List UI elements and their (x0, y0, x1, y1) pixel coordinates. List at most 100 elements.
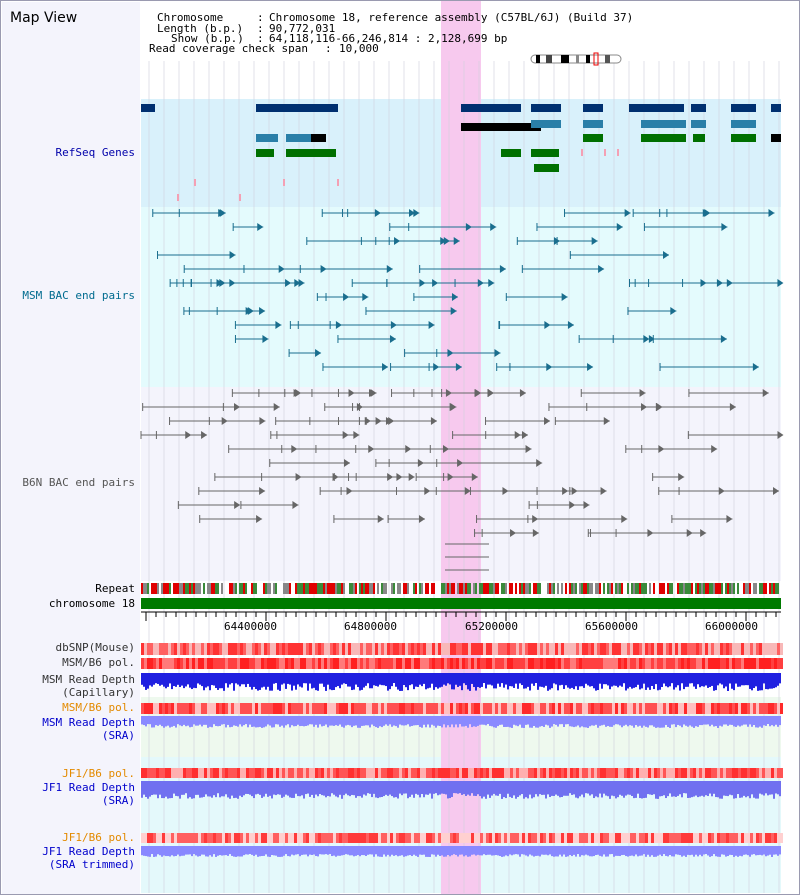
read-depth-bar (369, 781, 371, 794)
track-label-msm-depth-cap[interactable]: MSM Read Depth (42, 673, 135, 686)
read-depth-bar (493, 781, 495, 794)
polymorphism-heat-cell (678, 703, 681, 714)
read-depth-bar (379, 781, 381, 798)
read-depth-bar (185, 716, 187, 727)
track-label-jf1-b6-pol[interactable]: JF1/B6 pol. (62, 767, 135, 780)
track-label-dbsnp[interactable]: dbSNP(Mouse) (55, 641, 135, 654)
read-depth-bar (575, 673, 577, 687)
repeat-mark (773, 583, 775, 594)
polymorphism-heat-cell (381, 658, 384, 669)
polymorphism-heat-cell (513, 643, 516, 655)
polymorphism-heat-cell (747, 703, 750, 714)
track-label-refseq[interactable]: RefSeq Genes (55, 146, 135, 159)
read-depth-bar (171, 673, 173, 690)
polymorphism-heat-cell (606, 643, 609, 655)
track-label-msm-bac[interactable]: MSM BAC end pairs (22, 289, 135, 302)
read-depth-bar (359, 716, 361, 728)
polymorphism-heat-cell (414, 643, 417, 655)
read-depth-bar (471, 673, 473, 684)
read-depth-bar (623, 781, 625, 798)
polymorphism-heat-cell (558, 643, 561, 655)
snp-mark (604, 149, 606, 156)
read-depth-bar (387, 846, 389, 855)
snp-mark (283, 179, 285, 186)
track-label-chromosome[interactable]: chromosome 18 (48, 597, 135, 610)
read-depth-bar (309, 846, 311, 855)
track-label-repeat[interactable]: Repeat (95, 582, 135, 595)
bac-pair-arrow (726, 515, 733, 523)
polymorphism-heat-cell (300, 768, 303, 778)
read-depth-bar (573, 781, 575, 795)
read-depth-bar (429, 673, 431, 688)
polymorphism-heat-cell (669, 768, 672, 778)
polymorphism-heat-cell (243, 833, 246, 843)
repeat-mark (325, 583, 327, 594)
polymorphism-heat-cell (735, 768, 738, 778)
track-label-msm-b6-pol-2[interactable]: MSM/B6 pol. (62, 701, 135, 714)
show-value: 64,118,116-66,246,814 : 2,128,699 bp (269, 32, 508, 45)
read-depth-bar (675, 846, 677, 855)
read-depth-bar (661, 781, 663, 797)
read-depth-bar (207, 846, 209, 857)
chromosome-bar (141, 598, 781, 609)
track-label-msm-b6-pol[interactable]: MSM/B6 pol. (62, 656, 135, 669)
read-depth-bar (141, 716, 143, 725)
repeat-mark (359, 583, 361, 594)
read-depth-bar (277, 846, 279, 857)
read-depth-bar (219, 781, 221, 798)
read-depth-bar (363, 716, 365, 726)
read-depth-bar (753, 716, 755, 726)
read-depth-bar (751, 781, 753, 795)
read-depth-bar (185, 781, 187, 794)
track-label-jf1-depth-trim[interactable]: JF1 Read Depth (42, 845, 135, 858)
polymorphism-heat-cell (279, 833, 282, 843)
read-depth-bar (491, 781, 493, 796)
polymorphism-heat-cell (435, 703, 438, 714)
polymorphism-heat-cell (174, 833, 177, 843)
polymorphism-heat-cell (738, 643, 741, 655)
read-depth-bar (571, 716, 573, 727)
read-depth-bar (615, 673, 617, 686)
polymorphism-heat-cell (606, 768, 609, 778)
read-depth-bar (281, 673, 283, 685)
read-depth-bar (337, 716, 339, 726)
read-depth-bar (497, 781, 499, 796)
read-depth-bar (371, 781, 373, 798)
read-depth-bar (399, 781, 401, 794)
read-depth-bar (679, 673, 681, 691)
bac-pair-arrow (768, 209, 775, 217)
read-depth-bar (175, 846, 177, 857)
track-label-jf1-b6-pol-2[interactable]: JF1/B6 pol. (62, 831, 135, 844)
track-label-b6n-bac[interactable]: B6N BAC end pairs (22, 476, 135, 489)
read-depth-bar (279, 716, 281, 727)
track-label-msm-depth-sra[interactable]: MSM Read Depth (42, 716, 135, 729)
track-label-jf1-depth-sra[interactable]: JF1 Read Depth (42, 781, 135, 794)
polymorphism-heat-cell (546, 658, 549, 669)
read-depth-bar (513, 846, 515, 855)
polymorphism-heat-cell (756, 768, 759, 778)
read-depth-bar (515, 673, 517, 684)
read-depth-bar (405, 846, 407, 857)
read-depth-bar (637, 716, 639, 727)
read-depth-bar (691, 781, 693, 798)
polymorphism-heat-cell (375, 833, 378, 843)
read-depth-bar (459, 673, 461, 686)
separator: : (257, 11, 264, 24)
polymorphism-heat-cell (621, 658, 624, 669)
polymorphism-heat-cell (249, 703, 252, 714)
read-depth-bar (477, 716, 479, 726)
polymorphism-heat-cell (651, 658, 654, 669)
read-depth-bar (753, 781, 755, 798)
polymorphism-heat-cell (702, 768, 705, 778)
polymorphism-heat-cell (369, 643, 372, 655)
polymorphism-heat-cell (681, 643, 684, 655)
read-depth-bar (739, 781, 741, 798)
read-depth-bar (231, 846, 233, 856)
polymorphism-heat-cell (141, 703, 144, 714)
read-depth-bar (731, 846, 733, 855)
read-depth-bar (599, 846, 601, 856)
polymorphism-heat-cell (651, 768, 654, 778)
repeat-mark (315, 583, 317, 594)
read-depth-bar (515, 781, 517, 799)
